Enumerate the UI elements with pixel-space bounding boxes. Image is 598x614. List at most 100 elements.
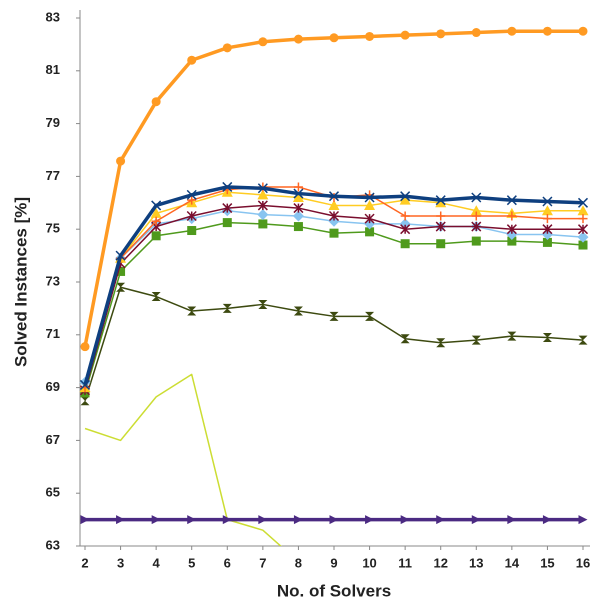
marker (115, 250, 126, 261)
marker (365, 515, 375, 525)
marker (293, 306, 303, 316)
marker (542, 196, 553, 207)
marker (542, 26, 552, 36)
marker (399, 194, 411, 205)
marker (436, 211, 446, 221)
marker (257, 200, 268, 211)
marker (435, 195, 446, 206)
x-tick-label: 10 (362, 555, 376, 570)
marker (292, 192, 304, 203)
marker (329, 228, 339, 238)
marker (507, 515, 517, 525)
y-tick-label: 71 (46, 326, 60, 341)
marker (578, 214, 588, 224)
marker (258, 37, 268, 47)
marker (328, 210, 340, 222)
marker (222, 303, 232, 313)
marker (116, 156, 126, 166)
marker (506, 224, 517, 235)
plot-area (79, 26, 589, 546)
marker (187, 515, 197, 525)
marker (293, 34, 303, 44)
y-tick-label: 81 (46, 62, 60, 77)
x-tick-label: 4 (153, 555, 161, 570)
marker (222, 218, 232, 228)
series-line (84, 286, 584, 402)
marker (400, 191, 411, 202)
marker (578, 240, 588, 250)
x-tick-label: 13 (469, 555, 483, 570)
marker (186, 210, 197, 222)
marker (506, 195, 517, 206)
marker (151, 231, 161, 241)
marker (471, 28, 481, 38)
y-tick-label: 67 (46, 432, 60, 447)
y-tick-label: 69 (46, 379, 60, 394)
y-tick-label: 83 (46, 9, 60, 24)
x-tick-label: 11 (398, 555, 412, 570)
marker (364, 192, 375, 203)
marker (150, 207, 162, 218)
marker (400, 30, 410, 40)
marker (542, 214, 552, 224)
marker (222, 515, 232, 525)
x-tick-label: 3 (117, 555, 124, 570)
marker (542, 237, 552, 247)
x-tick-label: 9 (330, 555, 337, 570)
marker (151, 515, 161, 525)
marker (187, 55, 197, 65)
marker (435, 221, 446, 232)
marker (293, 515, 303, 525)
marker (116, 266, 126, 276)
marker (222, 203, 233, 214)
marker (400, 239, 410, 249)
x-tick-label: 15 (540, 555, 554, 570)
marker (436, 239, 446, 249)
marker (293, 222, 303, 232)
marker (80, 342, 90, 352)
marker (329, 515, 339, 525)
marker (292, 210, 304, 222)
marker (257, 183, 268, 194)
marker (293, 188, 304, 199)
marker (400, 211, 410, 221)
marker (436, 29, 446, 39)
marker (507, 26, 517, 36)
marker (542, 332, 552, 342)
marker (470, 205, 482, 216)
marker (507, 211, 517, 221)
marker (364, 213, 375, 224)
marker (151, 216, 161, 226)
marker (577, 231, 589, 243)
marker (542, 224, 553, 235)
marker (151, 200, 162, 211)
marker (541, 205, 553, 216)
marker (257, 189, 269, 200)
marker (436, 338, 446, 348)
marker (436, 515, 446, 525)
marker (400, 515, 410, 525)
marker (116, 282, 126, 292)
y-tick-label: 75 (46, 221, 60, 236)
marker (471, 192, 482, 203)
x-tick-label: 5 (188, 555, 195, 570)
marker (507, 236, 517, 246)
marker (187, 195, 197, 205)
marker (80, 515, 90, 525)
x-tick-label: 16 (576, 555, 590, 570)
marker (222, 43, 232, 53)
y-tick-label: 63 (46, 537, 60, 552)
marker (186, 189, 197, 200)
marker (507, 331, 517, 341)
marker (258, 515, 268, 525)
series-line (83, 29, 583, 348)
marker (578, 515, 588, 525)
x-tick-label: 8 (295, 555, 302, 570)
marker (577, 197, 589, 208)
y-tick-label: 65 (46, 485, 60, 500)
marker (400, 334, 410, 344)
marker (578, 335, 588, 345)
marker (577, 205, 589, 216)
marker (471, 221, 482, 232)
